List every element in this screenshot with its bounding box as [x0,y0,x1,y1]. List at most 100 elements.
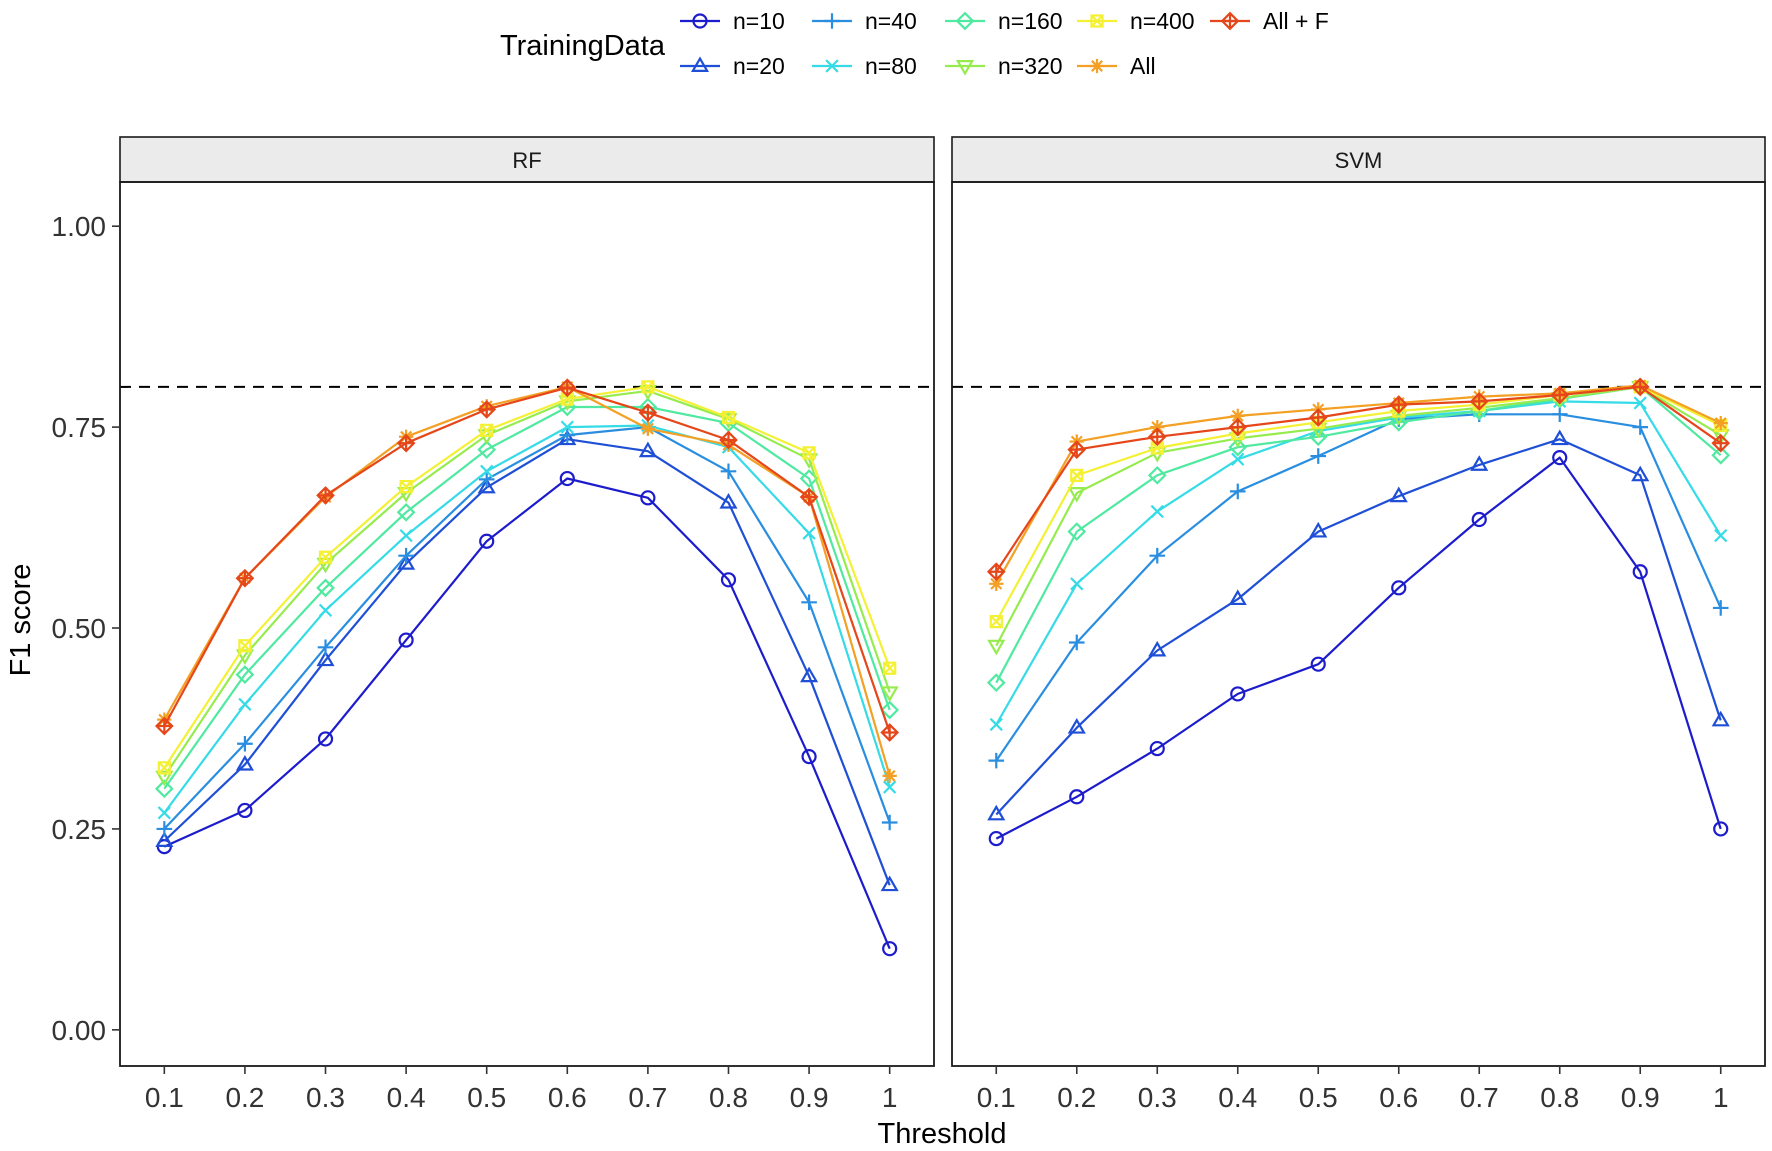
x-tick-label: 0.7 [1460,1082,1499,1113]
data-point [559,427,576,443]
data-point [155,770,174,787]
data-point [802,526,816,540]
x-tick-label: 0.9 [790,1082,829,1113]
x-tick-label: 0.5 [467,1082,506,1113]
series-n-160 [986,377,1731,693]
series-all [157,379,897,784]
series-line [995,456,1722,840]
x-tick-label: 0.3 [306,1082,345,1113]
data-point [399,479,413,494]
legend-label: n=80 [865,53,917,79]
data-point [1711,445,1731,465]
legend-item-all-f: All + F [1210,8,1329,34]
data-point [316,486,335,505]
x-tick-label: 1 [1713,1082,1729,1113]
series-n-40 [156,419,898,837]
x-tick-label: 0.8 [1540,1082,1579,1113]
data-point [799,487,819,507]
data-point [1310,448,1327,464]
data-point [1552,450,1568,466]
data-point [719,492,738,509]
data-point [238,639,252,653]
data-point [154,779,174,799]
series-n-10 [988,450,1729,847]
data-point [1550,429,1569,446]
data-point [1070,468,1084,482]
data-point [880,875,899,892]
series-line [163,438,891,886]
data-point [1230,408,1245,424]
data-point [802,446,816,460]
data-point [1067,717,1086,734]
legend-label: n=40 [865,8,917,34]
legend-item-n-40: n=40 [812,8,917,34]
data-point [638,441,657,458]
series-n-160 [154,397,900,799]
data-point [396,502,416,522]
data-point [1471,511,1487,528]
y-tick-label: 0.00 [52,1015,107,1046]
data-point [1632,419,1649,435]
x-tick-label: 0.2 [225,1082,264,1113]
data-point [989,614,1003,629]
legend-label: n=160 [998,8,1063,34]
data-point [1228,589,1247,606]
data-point [1067,487,1086,503]
data-point [1632,564,1648,580]
data-point [801,748,817,765]
legend-label: n=20 [733,53,785,79]
y-tick-label: 1.00 [52,211,107,242]
data-point [1068,634,1085,651]
data-point [987,639,1006,656]
y-tick-label: 0.25 [52,814,107,845]
data-point [987,804,1006,821]
data-point [1231,452,1245,466]
data-point [1469,392,1489,411]
data-point [1149,740,1165,757]
x-tick-label: 0.1 [145,1082,184,1113]
data-point [1067,522,1087,541]
legend-marker [1089,58,1105,74]
data-point [238,697,252,711]
data-point [1070,577,1084,591]
data-point [480,423,494,437]
series-all-f [154,378,900,742]
legend-marker [955,60,975,76]
data-point [1633,396,1647,410]
data-point [1389,412,1409,432]
data-point [317,639,334,656]
series-n-320 [155,384,899,787]
legend: TrainingData n=10 n=20 n=40 n=80 n=160 n=320 n… [500,8,1329,79]
data-point [880,723,900,742]
series-line [163,424,891,814]
data-point [316,578,335,598]
data-point [1631,465,1650,482]
legend-label: n=400 [1130,8,1195,34]
data-point [397,554,416,570]
data-point [1389,486,1408,503]
x-tick-label: 0.7 [628,1082,667,1113]
x-tick-label: 0.6 [1379,1082,1418,1113]
data-point [988,752,1005,769]
data-point [882,768,897,784]
data-point [1310,656,1326,672]
series-line [995,384,1722,585]
series-line [163,389,891,778]
data-point [557,378,577,398]
data-point [1391,580,1407,596]
data-point [479,533,495,549]
series-line [163,426,891,830]
series-line [995,385,1722,573]
facet-strip [119,136,935,183]
data-point [1069,789,1085,805]
data-point [396,433,416,453]
data-point [883,780,897,794]
data-point [883,661,897,675]
data-point [800,666,819,683]
legend-label: All + F [1263,8,1329,34]
x-tick-label: 1 [882,1082,898,1113]
data-point [560,420,574,434]
data-point [1711,710,1730,727]
series-line [163,477,891,950]
data-point [1147,427,1167,447]
